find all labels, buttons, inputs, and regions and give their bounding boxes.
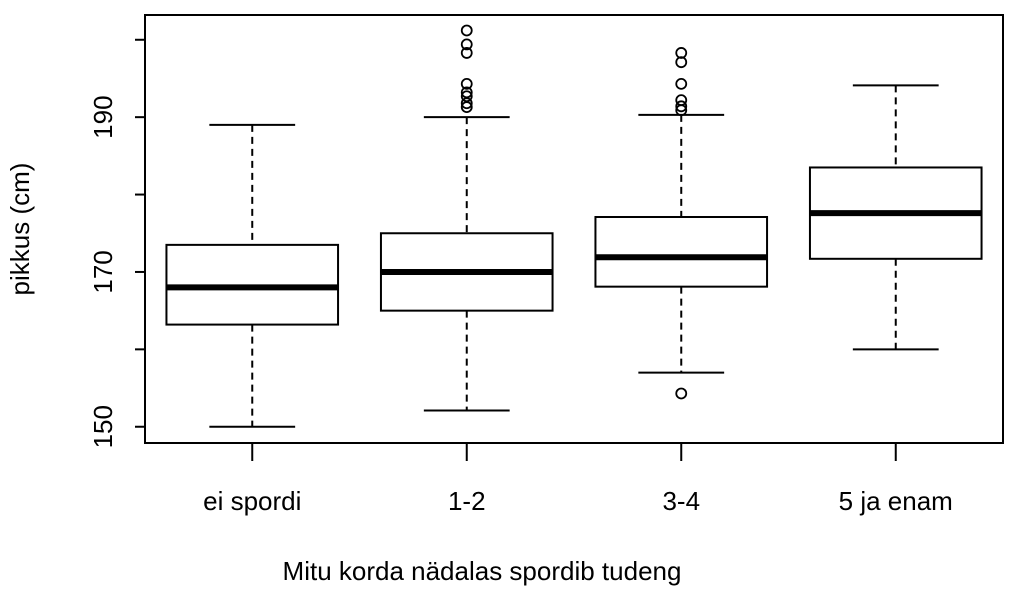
outlier [460, 38, 473, 51]
outlier [675, 104, 688, 117]
y-tick-label: 190 [88, 95, 118, 138]
plot-frame [144, 14, 1004, 444]
x-tick-label: 5 ja enam [839, 486, 953, 516]
x-tick-label: 1-2 [448, 486, 486, 516]
outlier [675, 387, 688, 400]
y-axis-label: pikkus (cm) [5, 163, 35, 296]
x-axis-label: Mitu korda nädalas spordib tudeng [283, 556, 682, 586]
outlier [675, 56, 688, 69]
outlier [675, 77, 688, 90]
outlier [460, 47, 473, 59]
x-tick-label: 3-4 [662, 486, 700, 516]
box [594, 216, 769, 288]
y-tick-label: 170 [88, 250, 118, 293]
outlier [460, 97, 473, 110]
y-tick-label: 150 [88, 405, 118, 448]
x-tick-label: ei spordi [203, 486, 301, 516]
outlier [460, 24, 473, 37]
outlier [675, 100, 688, 113]
outlier [460, 101, 473, 114]
outlier [460, 77, 473, 90]
